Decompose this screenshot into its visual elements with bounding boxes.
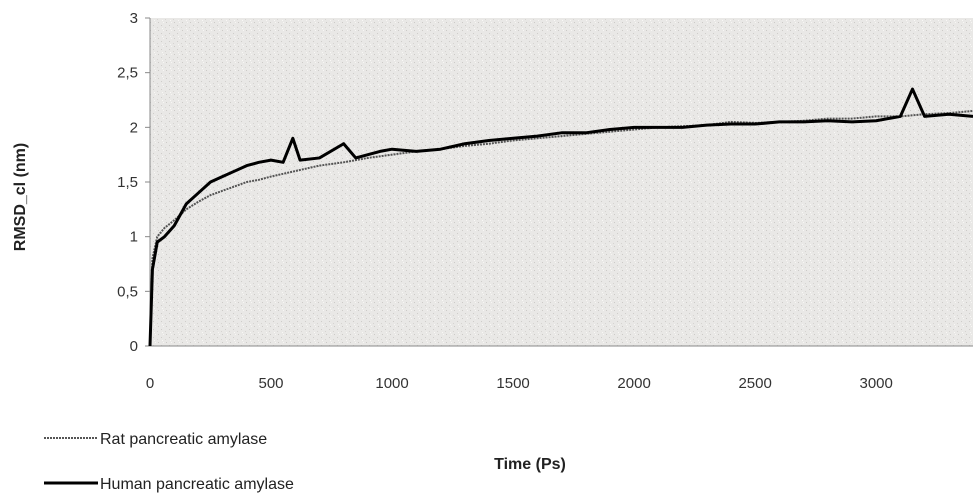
y-axis-title: RMSD_cl (nm) — [12, 143, 29, 251]
y-tick-label: 2 — [130, 119, 138, 136]
series-group — [148, 87, 973, 347]
y-tick-label: 3 — [130, 10, 138, 27]
x-tick-label: 1500 — [496, 375, 529, 392]
x-tick-label: 3000 — [859, 375, 892, 392]
legend-label-rat: Rat pancreatic amylase — [100, 431, 267, 448]
y-tick-labels: 0 0,5 1 1,5 2 2,5 3 — [117, 10, 150, 355]
y-tick-label: 0,5 — [117, 283, 138, 300]
y-tick-label: 2,5 — [117, 65, 138, 82]
legend: Rat pancreatic amylase Human pancreatic … — [44, 431, 294, 493]
y-tick-label: 0 — [130, 338, 138, 355]
legend-label-human: Human pancreatic amylase — [100, 476, 294, 493]
y-tick-label: 1 — [130, 229, 138, 246]
x-tick-label: 2000 — [617, 375, 650, 392]
x-tick-label: 500 — [259, 375, 284, 392]
x-tick-labels: 0 500 1000 1500 2000 2500 3000 — [146, 375, 893, 392]
x-tick-label: 1000 — [375, 375, 408, 392]
x-tick-label: 0 — [146, 375, 154, 392]
plot-area — [150, 18, 973, 346]
x-axis-title: Time (Ps) — [494, 456, 566, 473]
series-line-human — [148, 87, 973, 347]
x-tick-label: 2500 — [738, 375, 771, 392]
y-tick-label: 1,5 — [117, 174, 138, 191]
